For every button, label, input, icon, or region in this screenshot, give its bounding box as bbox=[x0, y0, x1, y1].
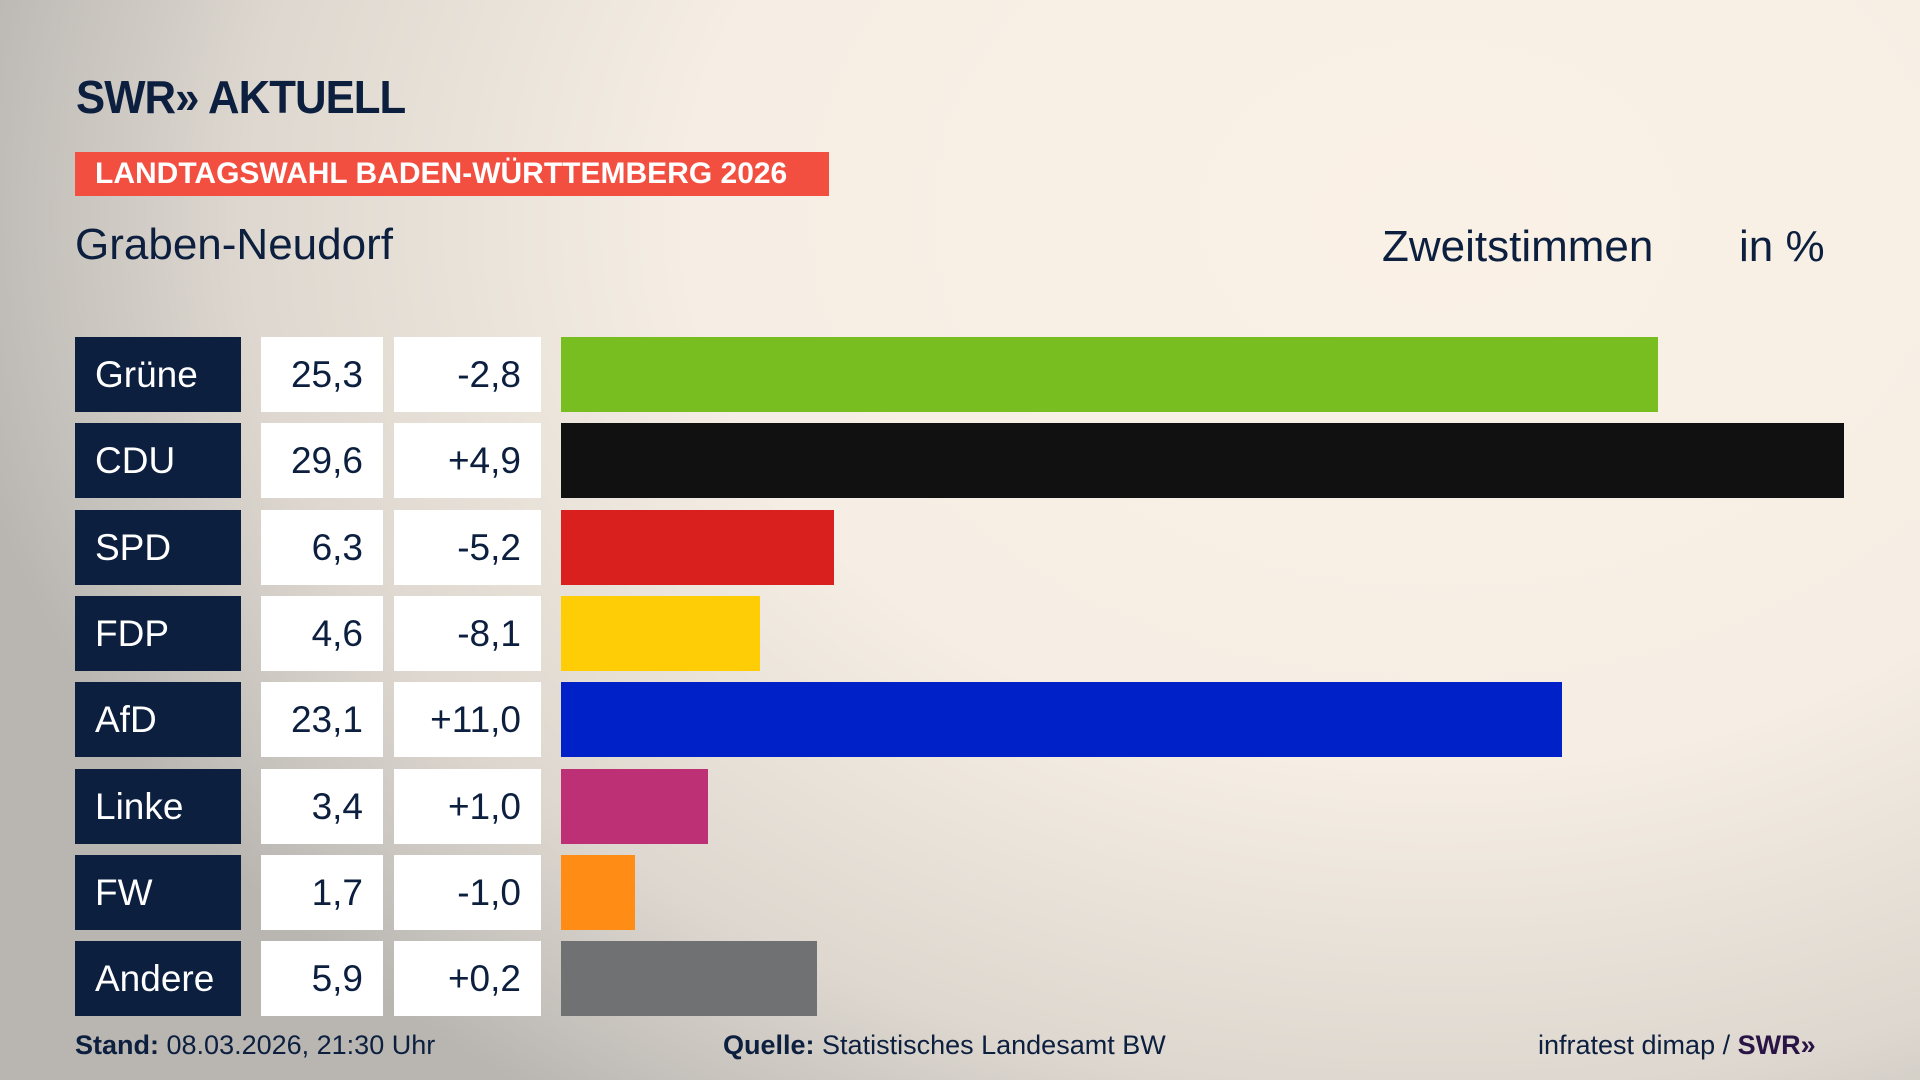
source: Quelle: Statistisches Landesamt BW bbox=[723, 1030, 1166, 1061]
party-bar bbox=[561, 768, 709, 844]
source-label: Quelle: bbox=[723, 1030, 815, 1060]
credit: infratest dimap / SWR» bbox=[1538, 1030, 1816, 1061]
party-change: +11,0 bbox=[394, 682, 541, 758]
party-value: 5,9 bbox=[261, 941, 383, 1017]
party-label: FDP bbox=[75, 595, 241, 671]
swr-logo: SWR» bbox=[1737, 1030, 1816, 1060]
party-change: -2,8 bbox=[394, 337, 541, 412]
party-row: Grüne 25,3 -2,8 bbox=[0, 337, 1920, 412]
party-label: CDU bbox=[75, 423, 241, 499]
party-change: -8,1 bbox=[394, 595, 541, 671]
party-value: 25,3 bbox=[261, 337, 383, 412]
party-change: -1,0 bbox=[394, 854, 541, 930]
party-row: Linke 3,4 +1,0 bbox=[0, 768, 1920, 844]
party-change: +0,2 bbox=[394, 941, 541, 1017]
party-bar bbox=[561, 595, 761, 671]
party-bar bbox=[561, 854, 635, 930]
party-bar bbox=[561, 423, 1844, 499]
stand-label: Stand: bbox=[75, 1030, 159, 1060]
party-bar bbox=[561, 682, 1563, 758]
swr-aktuell-logo: SWR» AKTUELL bbox=[76, 71, 406, 123]
party-value: 29,6 bbox=[261, 423, 383, 499]
party-bar bbox=[561, 337, 1658, 412]
party-row: CDU 29,6 +4,9 bbox=[0, 423, 1920, 499]
party-value: 23,1 bbox=[261, 682, 383, 758]
party-value: 6,3 bbox=[261, 509, 383, 585]
party-row: FDP 4,6 -8,1 bbox=[0, 595, 1920, 671]
election-banner: LANDTAGSWAHL BADEN-WÜRTTEMBERG 2026 bbox=[75, 152, 829, 196]
party-row: FW 1,7 -1,0 bbox=[0, 854, 1920, 930]
party-change: +1,0 bbox=[394, 768, 541, 844]
party-change: +4,9 bbox=[394, 423, 541, 499]
party-label: SPD bbox=[75, 509, 241, 585]
party-row: SPD 6,3 -5,2 bbox=[0, 509, 1920, 585]
source-value: Statistisches Landesamt BW bbox=[822, 1030, 1166, 1060]
party-label: FW bbox=[75, 854, 241, 930]
party-value: 4,6 bbox=[261, 595, 383, 671]
party-label: Andere bbox=[75, 941, 241, 1017]
party-value: 1,7 bbox=[261, 854, 383, 930]
party-value: 3,4 bbox=[261, 768, 383, 844]
region-title: Graben-Neudorf bbox=[75, 220, 393, 269]
party-change: -5,2 bbox=[394, 509, 541, 585]
party-bar bbox=[561, 509, 835, 585]
party-label: Linke bbox=[75, 768, 241, 844]
stand-value: 08.03.2026, 21:30 Uhr bbox=[166, 1030, 436, 1060]
credit-text: infratest dimap / bbox=[1538, 1030, 1731, 1060]
party-row: Andere 5,9 +0,2 bbox=[0, 941, 1920, 1017]
unit-label: in % bbox=[1739, 222, 1825, 271]
party-label: Grüne bbox=[75, 337, 241, 412]
timestamp: Stand: 08.03.2026, 21:30 Uhr bbox=[75, 1030, 435, 1061]
party-label: AfD bbox=[75, 682, 241, 758]
party-bar bbox=[561, 941, 817, 1017]
vote-type: Zweitstimmen bbox=[1382, 222, 1654, 271]
party-row: AfD 23,1 +11,0 bbox=[0, 682, 1920, 758]
